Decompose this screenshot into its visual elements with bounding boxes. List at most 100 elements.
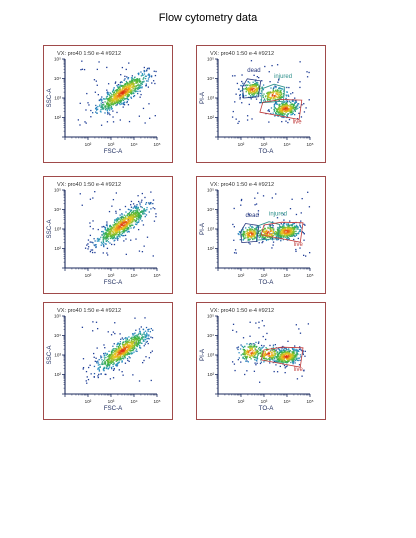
event-dot xyxy=(108,107,111,109)
event-dot xyxy=(117,352,119,354)
event-dot xyxy=(126,83,129,85)
event-dot xyxy=(110,234,112,237)
event-dot xyxy=(111,95,113,97)
event-dot xyxy=(120,221,123,223)
event-dot xyxy=(250,345,252,347)
event-dot xyxy=(134,87,136,90)
event-dot xyxy=(131,211,134,214)
event-dot xyxy=(121,218,123,220)
event-dot xyxy=(251,118,253,120)
event-dot xyxy=(106,101,109,103)
event-dot xyxy=(122,97,124,99)
event-dot xyxy=(130,209,132,211)
event-dot xyxy=(281,228,284,230)
event-dot xyxy=(257,226,259,228)
event-dot xyxy=(100,124,103,126)
event-dot xyxy=(105,240,107,242)
event-dot xyxy=(245,227,247,229)
event-dot xyxy=(258,76,260,79)
event-dot xyxy=(281,114,284,117)
event-dot xyxy=(285,94,287,96)
event-dot xyxy=(268,236,271,238)
event-dot xyxy=(131,77,133,79)
event-dot xyxy=(252,238,254,240)
event-dot xyxy=(143,208,145,210)
event-dot xyxy=(100,108,102,111)
event-dot xyxy=(281,354,284,356)
event-dot xyxy=(120,338,122,340)
events xyxy=(81,317,154,384)
event-dot xyxy=(278,87,280,89)
event-dot xyxy=(249,229,251,231)
event-dot xyxy=(269,351,272,353)
event-dot xyxy=(81,326,84,328)
event-dot xyxy=(105,232,107,235)
plot-svg: VX: pro40 1:50 e-4 #921210²10²10³10³10⁴1… xyxy=(43,302,173,420)
event-dot xyxy=(252,87,254,89)
event-dot xyxy=(134,85,136,87)
event-dot xyxy=(125,342,127,344)
event-dot xyxy=(103,344,105,346)
event-dot xyxy=(253,88,255,90)
event-dot xyxy=(284,361,287,363)
event-dot xyxy=(259,233,261,235)
event-dot xyxy=(299,86,301,89)
event-dot xyxy=(123,355,126,357)
event-dot xyxy=(101,361,104,363)
event-dot xyxy=(249,225,251,227)
event-dot xyxy=(240,84,242,87)
event-dot xyxy=(242,356,244,358)
event-dot xyxy=(304,355,306,357)
event-dot xyxy=(239,94,241,97)
event-dot xyxy=(111,108,113,110)
event-dot xyxy=(134,334,136,337)
event-dot xyxy=(129,81,131,83)
event-dot xyxy=(138,220,140,222)
event-dot xyxy=(117,346,120,349)
event-dot xyxy=(298,231,300,233)
event-dot xyxy=(89,364,91,366)
event-dot xyxy=(119,220,122,222)
event-dot xyxy=(293,225,296,227)
event-dot xyxy=(257,348,260,350)
event-dot xyxy=(268,224,270,226)
event-dot xyxy=(120,99,122,101)
event-dot xyxy=(120,217,122,219)
event-dot xyxy=(294,362,296,364)
event-dot xyxy=(109,361,111,363)
event-dot xyxy=(147,78,150,80)
event-dot xyxy=(122,85,125,87)
event-dot xyxy=(115,359,117,361)
event-dot xyxy=(100,356,103,358)
event-dot xyxy=(139,214,142,216)
event-dot xyxy=(128,342,130,344)
event-dot xyxy=(252,92,255,95)
event-dot xyxy=(267,227,269,230)
event-dot xyxy=(107,93,109,95)
event-dot xyxy=(294,355,296,357)
event-dot xyxy=(155,70,157,73)
event-dot xyxy=(111,237,113,239)
event-dot xyxy=(105,238,107,240)
event-dot xyxy=(136,79,139,81)
event-dot xyxy=(130,97,133,99)
event-dot xyxy=(260,90,263,92)
event-dot xyxy=(243,237,246,240)
event-dot xyxy=(115,192,117,194)
event-dot xyxy=(81,204,83,206)
event-dot xyxy=(135,329,137,331)
event-dot xyxy=(249,84,251,87)
event-dot xyxy=(133,213,136,215)
event-dot xyxy=(110,354,113,356)
event-dot xyxy=(113,91,116,94)
event-dot xyxy=(268,110,271,112)
event-dot xyxy=(139,217,141,219)
event-dot xyxy=(113,240,115,242)
event-dot xyxy=(103,352,105,355)
to-pi-plot-3: VX: pro40 1:50 e-4 #9212 10² 10² 10³ 10³ 10⁴ 1… xyxy=(196,302,326,420)
event-dot xyxy=(126,85,128,87)
event-dot xyxy=(142,107,145,110)
event-dot xyxy=(273,370,275,373)
event-dot xyxy=(294,97,296,99)
event-dot xyxy=(255,351,258,353)
